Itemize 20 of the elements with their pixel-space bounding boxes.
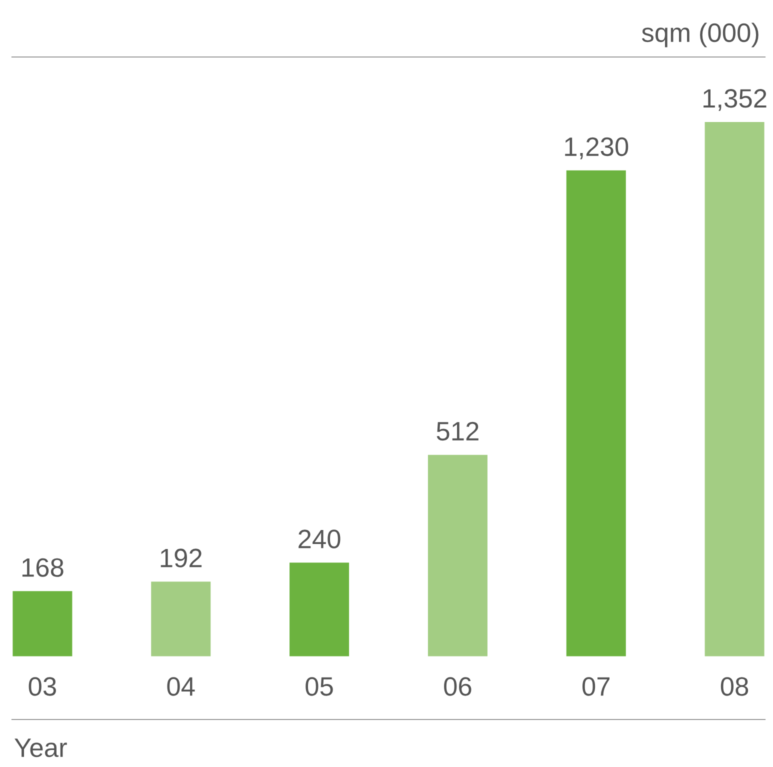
data-label: 512 xyxy=(436,422,478,441)
data-label: 240 xyxy=(298,530,340,548)
x-tick-label: 08 xyxy=(720,677,748,696)
x-tick-label: 06 xyxy=(444,677,472,696)
bar xyxy=(564,168,628,657)
y-axis-title: sqm (000) xyxy=(642,22,758,48)
x-axis-title: Year xyxy=(14,738,67,758)
bar xyxy=(150,580,212,657)
data-label: 192 xyxy=(160,548,202,568)
bar xyxy=(426,453,489,657)
x-tick-label: 03 xyxy=(28,677,56,696)
bar xyxy=(288,561,350,657)
data-label: 1,230 xyxy=(565,137,628,160)
bar xyxy=(12,590,74,657)
x-tick-label: 05 xyxy=(306,677,333,696)
x-tick-label: 07 xyxy=(582,677,610,696)
bar xyxy=(703,120,765,657)
data-label: 168 xyxy=(22,558,64,577)
data-label: 1,352 xyxy=(704,89,766,111)
x-tick-label: 04 xyxy=(167,677,195,696)
